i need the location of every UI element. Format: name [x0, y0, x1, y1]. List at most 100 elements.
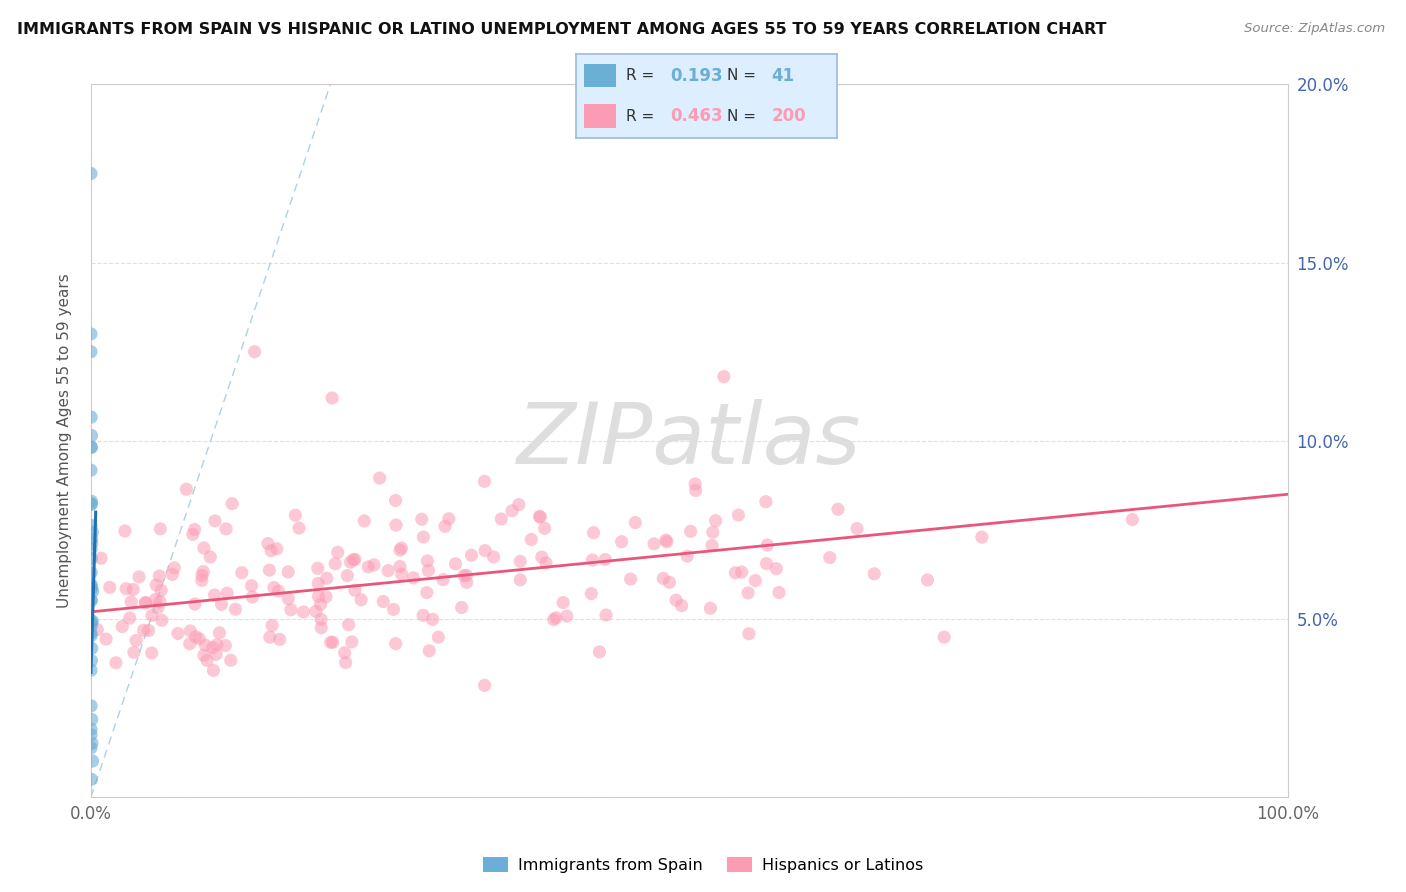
Point: [80, 428, 103, 442]
Point: [437, 512, 460, 526]
Point: [340, 635, 363, 649]
Point: [277, 565, 299, 579]
Point: [163, 561, 186, 575]
Point: [309, 612, 332, 626]
Point: [80, 713, 103, 727]
Point: [162, 567, 184, 582]
Point: [191, 574, 214, 588]
Point: [167, 626, 190, 640]
Point: [731, 565, 754, 579]
Point: [533, 521, 555, 535]
Point: [456, 575, 478, 590]
Point: [702, 525, 724, 540]
Point: [150, 613, 173, 627]
Point: [80, 641, 103, 656]
Point: [80, 410, 103, 425]
Y-axis label: Unemployment Among Ages 55 to 59 years: Unemployment Among Ages 55 to 59 years: [58, 274, 72, 608]
Point: [200, 549, 222, 564]
Text: R =: R =: [626, 109, 659, 124]
Point: [80, 698, 103, 713]
Point: [388, 559, 411, 574]
Point: [188, 632, 211, 646]
Point: [520, 533, 543, 547]
Point: [80, 592, 103, 607]
Point: [315, 590, 337, 604]
Point: [543, 613, 565, 627]
Point: [184, 630, 207, 644]
Point: [391, 541, 413, 555]
Point: [193, 565, 215, 579]
Point: [86, 623, 108, 637]
Point: [309, 621, 332, 635]
Point: [699, 601, 721, 615]
Point: [727, 508, 749, 522]
Point: [224, 602, 246, 616]
Point: [80, 615, 103, 630]
Point: [150, 583, 173, 598]
Text: 200: 200: [772, 107, 806, 125]
Point: [141, 646, 163, 660]
Point: [683, 477, 706, 491]
Point: [756, 538, 779, 552]
Point: [588, 645, 610, 659]
Point: [671, 599, 693, 613]
Point: [146, 600, 169, 615]
Point: [416, 585, 439, 599]
Point: [474, 543, 496, 558]
Bar: [585, 104, 616, 128]
Text: IMMIGRANTS FROM SPAIN VS HISPANIC OR LATINO UNEMPLOYMENT AMONG AGES 55 TO 59 YEA: IMMIGRANTS FROM SPAIN VS HISPANIC OR LAT…: [17, 22, 1107, 37]
Point: [765, 562, 787, 576]
Point: [382, 602, 405, 616]
Point: [553, 596, 575, 610]
Point: [416, 554, 439, 568]
Point: [450, 600, 472, 615]
Point: [453, 568, 475, 582]
Point: [353, 514, 375, 528]
Point: [610, 534, 633, 549]
Point: [193, 648, 215, 663]
Point: [307, 561, 329, 575]
Point: [529, 510, 551, 524]
Point: [336, 568, 359, 582]
Point: [501, 504, 523, 518]
Point: [221, 497, 243, 511]
Point: [315, 571, 337, 585]
Point: [257, 536, 280, 550]
Point: [148, 569, 170, 583]
Point: [242, 590, 264, 604]
Point: [655, 533, 678, 548]
Point: [262, 618, 284, 632]
Text: N =: N =: [727, 109, 756, 124]
Point: [679, 524, 702, 539]
Point: [145, 578, 167, 592]
Text: R =: R =: [626, 68, 659, 83]
Point: [179, 637, 201, 651]
Point: [350, 592, 373, 607]
Point: [231, 566, 253, 580]
Point: [122, 645, 145, 659]
Point: [80, 344, 103, 359]
Point: [581, 553, 603, 567]
Point: [80, 722, 103, 736]
Point: [80, 654, 103, 668]
Point: [509, 554, 531, 568]
Point: [82, 584, 104, 599]
Point: [321, 391, 343, 405]
Point: [343, 552, 366, 566]
Point: [389, 543, 412, 558]
Point: [339, 555, 361, 569]
Point: [134, 596, 156, 610]
Point: [80, 440, 103, 454]
Point: [427, 630, 450, 644]
Point: [215, 522, 238, 536]
Point: [204, 514, 226, 528]
Point: [333, 646, 356, 660]
Point: [412, 530, 434, 544]
Point: [118, 611, 141, 625]
Point: [595, 608, 617, 623]
Point: [80, 441, 103, 455]
Point: [363, 558, 385, 572]
Point: [122, 582, 145, 597]
Point: [337, 617, 360, 632]
Point: [377, 564, 399, 578]
